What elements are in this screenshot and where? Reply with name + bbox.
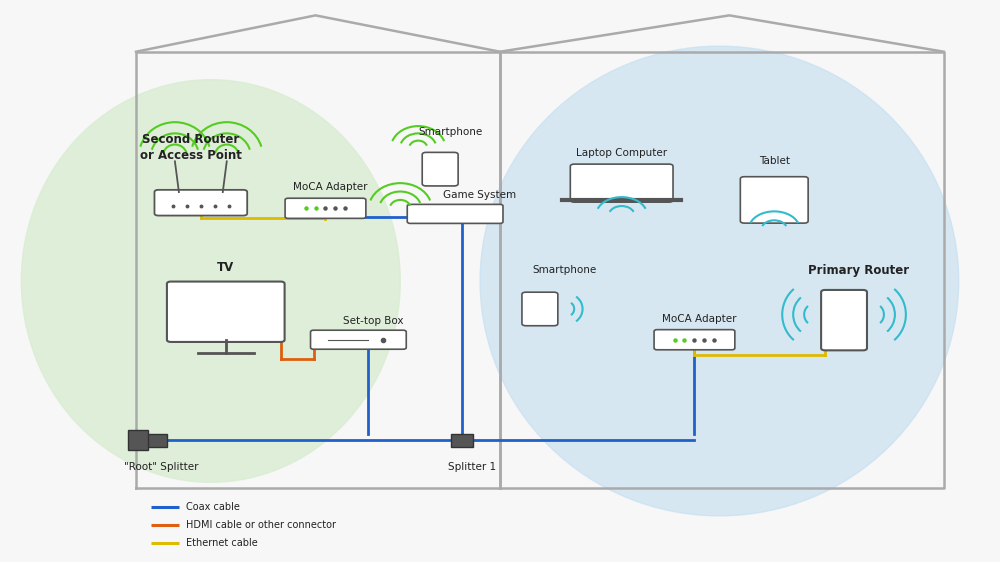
Text: Tablet: Tablet xyxy=(759,156,790,166)
FancyBboxPatch shape xyxy=(311,330,406,349)
Text: "Root" Splitter: "Root" Splitter xyxy=(124,461,198,472)
Text: Coax cable: Coax cable xyxy=(186,502,240,513)
FancyBboxPatch shape xyxy=(654,330,735,350)
Text: Splitter 1: Splitter 1 xyxy=(448,461,496,472)
Bar xyxy=(128,430,148,451)
Text: Ethernet cable: Ethernet cable xyxy=(186,538,258,549)
Text: Game System: Game System xyxy=(443,190,517,200)
Text: MoCA Adapter: MoCA Adapter xyxy=(293,182,368,192)
Text: Smartphone: Smartphone xyxy=(418,126,482,137)
Text: Smartphone: Smartphone xyxy=(533,265,597,275)
FancyBboxPatch shape xyxy=(422,152,458,186)
FancyBboxPatch shape xyxy=(407,205,503,224)
Text: TV: TV xyxy=(217,261,234,274)
Text: Primary Router: Primary Router xyxy=(808,264,910,277)
Text: HDMI cable or other connector: HDMI cable or other connector xyxy=(186,520,336,531)
FancyBboxPatch shape xyxy=(570,164,673,202)
Text: MoCA Adapter: MoCA Adapter xyxy=(662,314,737,324)
Bar xyxy=(145,434,167,447)
Ellipse shape xyxy=(480,46,959,516)
FancyBboxPatch shape xyxy=(821,290,867,350)
Text: Second Router
or Access Point: Second Router or Access Point xyxy=(140,133,242,162)
FancyBboxPatch shape xyxy=(740,176,808,223)
FancyBboxPatch shape xyxy=(522,292,558,326)
FancyBboxPatch shape xyxy=(154,190,247,216)
Text: Set-top Box: Set-top Box xyxy=(343,316,404,326)
Ellipse shape xyxy=(21,80,400,482)
FancyBboxPatch shape xyxy=(285,198,366,219)
Text: Laptop Computer: Laptop Computer xyxy=(576,148,667,158)
Bar xyxy=(451,434,473,447)
FancyBboxPatch shape xyxy=(167,282,285,342)
